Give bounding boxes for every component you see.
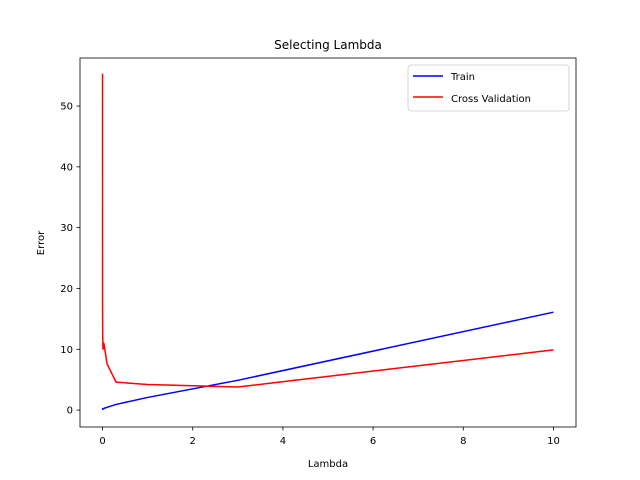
- x-tick-label: 0: [99, 436, 105, 447]
- legend-label-train: Train: [450, 72, 475, 83]
- series-line-cross-validation: [101, 73, 554, 388]
- x-tick-label: 6: [370, 436, 376, 447]
- y-axis-label: Error: [36, 230, 47, 255]
- series-line-train: [101, 311, 554, 411]
- x-tick-label: 10: [547, 436, 560, 447]
- x-tick-label: 2: [190, 436, 196, 447]
- y-tick-label: 20: [60, 284, 73, 295]
- x-axis-label: Lambda: [308, 459, 348, 470]
- legend-box: [407, 64, 570, 112]
- y-tick-label: 10: [60, 345, 73, 356]
- y-tick-label: 0: [67, 406, 73, 417]
- chart-title: Selecting Lambda: [274, 38, 382, 52]
- x-tick-label: 8: [460, 436, 466, 447]
- legend-label-cross-validation: Cross Validation: [451, 94, 531, 105]
- plot-area: [101, 73, 554, 411]
- y-axis: 0 10 20 30 40 50: [60, 102, 80, 417]
- y-tick-label: 30: [60, 223, 73, 234]
- y-tick-label: 40: [60, 162, 73, 173]
- x-tick-label: 4: [280, 436, 286, 447]
- legend: Train Cross Validation: [407, 64, 570, 112]
- x-axis: 0 2 4 6 8 10: [99, 427, 560, 447]
- y-tick-label: 50: [60, 102, 73, 113]
- plot-frame: [79, 57, 577, 428]
